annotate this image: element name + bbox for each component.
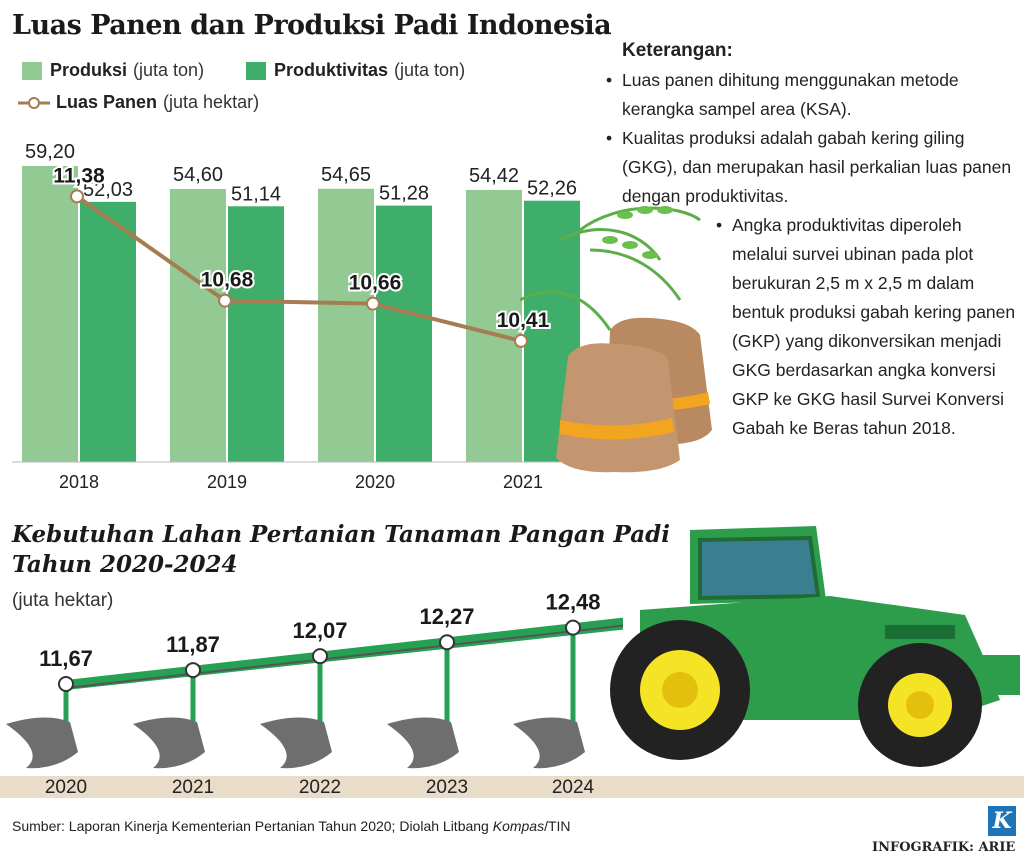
legend-luas-panen: Luas Panen (juta hektar) (16, 92, 259, 113)
source-italic: Kompas (492, 818, 545, 834)
point-luas-panen (70, 189, 84, 204)
point-label-luas-panen: 11,38 (53, 164, 105, 187)
plow-point-label: 11,67 (39, 646, 93, 671)
x-tick-label: 2021 (503, 472, 543, 492)
line-luas-panen (75, 194, 522, 343)
legend-unit: (juta ton) (133, 60, 205, 80)
notes-title: Keterangan: (622, 40, 733, 61)
legend-label: Luas Panen (56, 92, 158, 112)
bar-produktivitas (80, 201, 136, 462)
bar-produksi (318, 188, 374, 462)
plow-blade (133, 717, 205, 769)
plow-point-label: 12,07 (292, 618, 347, 643)
bar-produksi (22, 166, 78, 462)
x-tick-label: 2020 (45, 777, 87, 798)
plow-point (565, 619, 581, 636)
legend-line-marker-icon (18, 96, 50, 109)
plow-point-label: 11,87 (166, 632, 220, 657)
bar-produksi (466, 189, 522, 462)
bar-produktivitas (376, 205, 432, 462)
x-tick-label: 2023 (426, 777, 468, 798)
ground (0, 776, 1024, 798)
section2-unit: (juta hektar) (12, 590, 114, 611)
kompas-logo: K (988, 806, 1016, 836)
bar-label-produktivitas: 52,03 (83, 179, 133, 201)
note-item: Angka produktivitas diperoleh melalui su… (716, 211, 1021, 443)
x-tick-label: 2022 (299, 777, 341, 798)
point-label-luas-panen: 10,41 (497, 309, 550, 332)
source-note: Sumber: Laporan Kinerja Kementerian Pert… (12, 818, 571, 834)
section2-title-line2: Tahun 2020-2024 (12, 551, 238, 578)
plow-point (312, 648, 328, 665)
note-item: Kualitas produksi adalah gabah kering gi… (606, 124, 1021, 211)
bar-label-produksi: 54,60 (173, 164, 223, 186)
legend-unit: (juta ton) (394, 60, 466, 80)
note-item: Luas panen dihitung menggunakan metode k… (606, 66, 1021, 124)
legend-swatch-produksi (22, 61, 42, 80)
plow-blade (260, 717, 332, 769)
bar-produksi (170, 189, 226, 462)
section2-title: Kebutuhan Lahan Pertanian Tanaman Pangan… (12, 520, 670, 580)
page-title: Luas Panen dan Produksi Padi Indonesia (12, 10, 612, 41)
bar-label-produktivitas: 51,14 (231, 183, 281, 205)
plow-blade (513, 717, 585, 769)
x-tick-label: 2018 (59, 472, 99, 492)
section2-title-line1: Kebutuhan Lahan Pertanian Tanaman Pangan… (12, 521, 670, 548)
plow-point (58, 676, 74, 692)
plow-blade (387, 717, 459, 769)
legend-produktivitas: Produktivitas (juta ton) (246, 60, 465, 81)
plow-beam-shadow (65, 624, 624, 689)
plow-point (185, 662, 201, 679)
legend-label: Produktivitas (274, 60, 389, 80)
point-luas-panen (366, 296, 380, 311)
x-tick-label: 2024 (552, 777, 595, 798)
notes-list: Luas panen dihitung menggunakan metode k… (606, 66, 1021, 443)
point-label-luas-panen: 10,66 (349, 272, 402, 295)
plow-line-chart: 11,67 2020 11,87 2021 12,07 2022 12,27 2023 12,4… (6, 590, 624, 798)
x-tick-label: 2021 (172, 777, 214, 798)
bar-label-produktivitas: 52,26 (527, 178, 577, 200)
x-tick-label: 2019 (207, 472, 247, 492)
plow-point-label: 12,27 (419, 604, 474, 629)
plow-blade (6, 717, 78, 769)
legend-swatch-produktivitas (246, 61, 266, 80)
bar-label-produktivitas: 51,28 (379, 183, 429, 205)
bar-label-produksi: 59,20 (25, 141, 75, 163)
bar-produktivitas (228, 206, 284, 462)
legend-produksi: Produksi (juta ton) (22, 60, 204, 81)
bar-chart: 59,20 52,03 2018 54,60 51,14 2019 54,65 51,28 20… (12, 141, 580, 492)
point-label-luas-panen: 10,68 (201, 269, 254, 292)
source-suffix: /TIN (544, 818, 571, 834)
rice-bag-illustration (519, 206, 712, 473)
legend-unit: (juta hektar) (163, 92, 260, 112)
tractor-illustration (610, 526, 1020, 767)
plow-point (439, 634, 455, 651)
legend-label: Produksi (50, 60, 128, 80)
x-tick-label: 2020 (355, 472, 395, 492)
source-prefix: Sumber: Laporan Kinerja Kementerian Pert… (12, 818, 493, 834)
point-luas-panen (218, 293, 232, 308)
plow-point-label: 12,48 (545, 590, 600, 615)
credit: INFOGRAFIK: ARIE (872, 840, 1016, 855)
bar-label-produksi: 54,65 (321, 164, 371, 186)
bar-label-produksi: 54,42 (469, 165, 519, 187)
point-luas-panen (514, 333, 528, 348)
